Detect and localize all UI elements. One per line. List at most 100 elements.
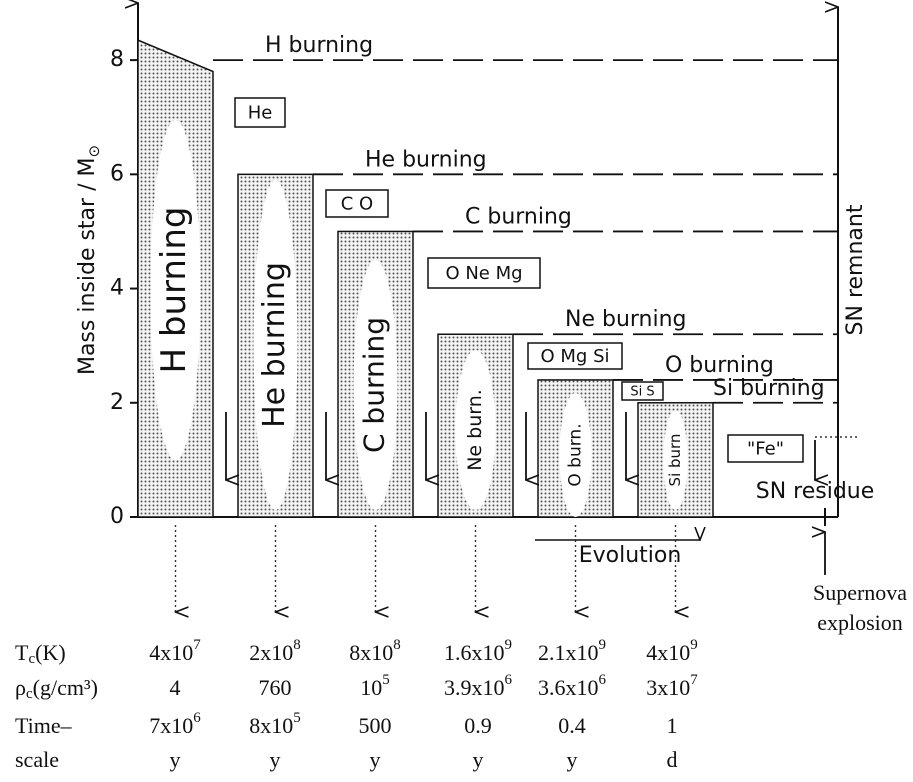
cell-unit: y	[567, 747, 578, 772]
burning-core	[150, 120, 201, 460]
row-label: ρc(g/cm³)	[15, 675, 98, 702]
cell: 7x106	[149, 710, 201, 738]
cell-exp: 9	[599, 637, 607, 653]
cell: 4x107	[149, 637, 201, 665]
product-label: He	[248, 103, 273, 124]
cell: 1.6x109	[444, 637, 512, 665]
sn-remnant: SN remnant	[843, 204, 868, 335]
cell-unit: y	[473, 747, 484, 772]
label-part: (K)	[35, 640, 66, 665]
burning-core	[663, 410, 688, 510]
cell-exp: 9	[505, 637, 513, 653]
product-label: "Fe"	[747, 439, 784, 460]
y-tick-label: 4	[110, 276, 124, 301]
cell: 3.6x106	[538, 672, 607, 700]
supernova-label: explosion	[817, 610, 903, 635]
label-part: ρ	[15, 675, 26, 700]
stage-label: Si burn	[666, 434, 684, 487]
evolution-label: Evolution	[579, 543, 682, 568]
shell-label: Si burning	[713, 376, 825, 401]
stage-label: Ne burn.	[464, 389, 486, 471]
cell: 2x108	[249, 637, 301, 665]
shell-label: H burning	[265, 33, 373, 58]
cell-base: 2x10	[249, 640, 293, 665]
sn-residue: SN residue	[756, 479, 875, 504]
burning-core	[455, 350, 496, 510]
cell-unit: y	[170, 747, 181, 772]
cell-base: 500	[359, 713, 392, 738]
cell: 8x108	[349, 637, 401, 665]
cell: 0.9	[464, 713, 492, 738]
cell: 0.4	[558, 713, 586, 738]
stage-label: H burning	[154, 206, 194, 373]
cell-base: 8x10	[349, 640, 393, 665]
cell-base: 8x10	[249, 713, 293, 738]
cell-base: 10	[360, 675, 382, 700]
cell-exp: 6	[505, 672, 513, 688]
label-sub: c	[26, 686, 33, 702]
stage-label: C burning	[358, 317, 391, 453]
y-tick-label: 6	[110, 161, 124, 186]
label-part: (g/cm³)	[33, 675, 98, 700]
product-box	[527, 342, 623, 370]
shell-label: C burning	[465, 204, 572, 229]
y-tick-label: 8	[110, 47, 124, 72]
cell-exp: 7	[193, 637, 201, 653]
cell-base: 0.4	[558, 713, 586, 738]
product-box	[325, 189, 389, 218]
cell: 4x109	[646, 637, 698, 665]
cell-base: 3x10	[646, 675, 690, 700]
burning-core	[253, 180, 298, 510]
cell-exp: 5	[382, 672, 390, 688]
cell-base: 7x10	[149, 713, 193, 738]
product-label: C O	[341, 194, 373, 215]
product-label: Si S	[630, 385, 654, 400]
y-axis-label: Mass inside star / M⊙	[75, 145, 103, 375]
cell-exp: 7	[690, 672, 698, 688]
product-label: O Mg Si	[541, 346, 610, 367]
burning-core	[559, 393, 592, 517]
cell-unit: y	[270, 747, 281, 772]
cell-unit: d	[667, 747, 678, 772]
cell-exp: 6	[193, 710, 201, 726]
cell-base: 1	[667, 713, 678, 738]
cell-exp: 6	[599, 672, 607, 688]
row-label: Tc(K)	[15, 640, 66, 667]
row-label: scale	[15, 747, 59, 772]
stage-label: O burn.	[566, 423, 586, 486]
cell-base: 3.9x10	[444, 675, 505, 700]
cell: 105	[360, 672, 390, 700]
stage-label: He burning	[257, 262, 292, 428]
shell-label: Ne burning	[565, 307, 687, 332]
product-box	[727, 434, 804, 463]
cell-base: 4x10	[149, 640, 193, 665]
label-text: Mass inside star / M	[75, 158, 100, 376]
cell-exp: 9	[690, 637, 698, 653]
label-sub: ⊙	[85, 145, 103, 158]
y-tick-label: 2	[110, 390, 124, 415]
y-tick-label: 0	[110, 504, 124, 529]
cell: 500	[359, 713, 392, 738]
shell-label: O burning	[665, 353, 774, 378]
cell: 3.9x106	[444, 672, 513, 700]
cell-base: 4x10	[646, 640, 690, 665]
cell: 3x107	[646, 672, 698, 700]
cell-base: 2.1x10	[538, 640, 599, 665]
cell-exp: 5	[293, 710, 301, 726]
product-box	[427, 257, 541, 289]
cell-exp: 8	[293, 637, 301, 653]
burning-core	[353, 260, 398, 510]
cell-base: 3.6x10	[538, 675, 599, 700]
product-label: O Ne Mg	[445, 263, 522, 284]
cell-base: 4	[170, 675, 181, 700]
label-sub: c	[28, 651, 35, 667]
product-box	[621, 381, 664, 401]
cell: 2.1x109	[538, 637, 606, 665]
cell-base: 760	[259, 675, 292, 700]
cell: 760	[259, 675, 292, 700]
cell-base: 1.6x10	[444, 640, 505, 665]
cell-exp: 8	[393, 637, 401, 653]
cell-base: 0.9	[464, 713, 492, 738]
cell: 4	[170, 675, 181, 700]
